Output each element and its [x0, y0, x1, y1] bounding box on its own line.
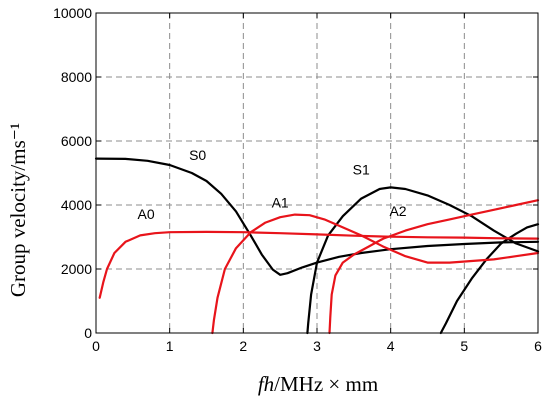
- grid-lines: [96, 13, 538, 333]
- label-a0: A0: [138, 206, 155, 222]
- y-tick-label: 2000: [61, 261, 92, 277]
- label-a2: A2: [389, 203, 406, 219]
- label-a1: A1: [272, 195, 289, 211]
- x-axis-title-italic: fh: [258, 372, 274, 396]
- curve-a0: [98, 230, 540, 299]
- series-labels: S0 S1 A0 A1 A2: [138, 147, 407, 222]
- curve-s0: [94, 157, 540, 276]
- curve-a1: [211, 213, 540, 335]
- x-axis-title: fh/MHz × mm: [258, 372, 378, 396]
- curve-a2: [328, 199, 540, 335]
- axis-ticks: 0 1 2 3 4 5 6 0 2000 4000 6000 8000 10000: [53, 5, 542, 354]
- y-tick-label: 4000: [61, 197, 92, 213]
- y-axis-title: Group velocity/ms⁻¹: [6, 123, 30, 297]
- x-axis-title-rest: /MHz × mm: [274, 372, 378, 396]
- y-tick-label: 10000: [53, 5, 92, 21]
- y-tick-label: 0: [84, 325, 92, 341]
- x-tick-label: 6: [534, 338, 542, 354]
- x-tick-label: 3: [313, 338, 321, 354]
- curve-s1: [306, 186, 540, 335]
- y-tick-label: 8000: [61, 69, 92, 85]
- x-tick-label: 1: [166, 338, 174, 354]
- x-tick-label: 2: [239, 338, 247, 354]
- y-tick-label: 6000: [61, 133, 92, 149]
- x-tick-label: 5: [460, 338, 468, 354]
- x-tick-label: 4: [387, 338, 395, 354]
- x-tick-label: 0: [92, 338, 100, 354]
- dispersion-curves: [94, 157, 540, 335]
- curve-s2: [439, 223, 540, 335]
- label-s1: S1: [353, 162, 370, 178]
- label-s0: S0: [189, 147, 206, 163]
